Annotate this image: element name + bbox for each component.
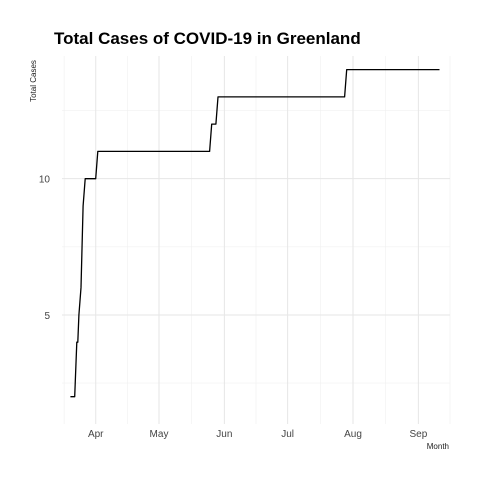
chart-title: Total Cases of COVID-19 in Greenland	[54, 29, 361, 48]
x-tick-label: Apr	[88, 429, 104, 440]
x-tick-label: May	[150, 429, 169, 440]
x-tick-label: Aug	[344, 429, 362, 440]
x-axis-title: Month	[427, 442, 449, 451]
y-axis-title: Total Cases	[29, 60, 38, 102]
x-tick-label: Sep	[409, 429, 427, 440]
x-tick-label: Jul	[281, 429, 294, 440]
y-tick-label: 5	[44, 311, 50, 322]
y-tick-label: 10	[39, 175, 51, 186]
x-tick-label: Jun	[216, 429, 232, 440]
